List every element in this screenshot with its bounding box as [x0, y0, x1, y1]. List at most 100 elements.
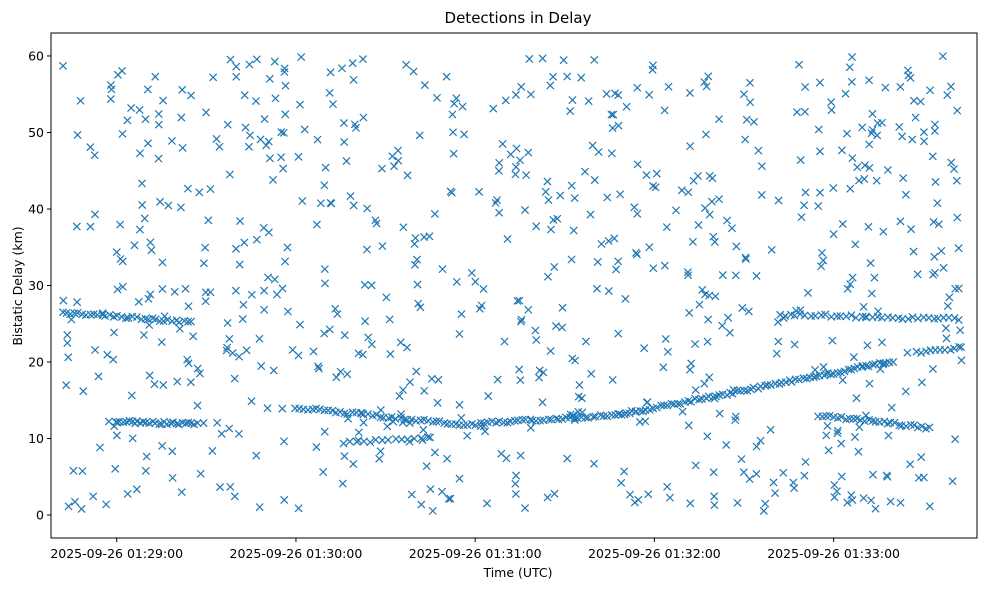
scatter-point — [294, 351, 303, 360]
scatter-point — [942, 334, 951, 343]
y-tick-label: 0 — [36, 508, 44, 523]
scatter-point — [604, 236, 613, 246]
scatter-point — [853, 163, 862, 172]
scatter-point — [398, 418, 407, 427]
scatter-point — [252, 235, 261, 244]
scatter-point — [277, 153, 286, 162]
scatter-point — [300, 125, 309, 134]
scatter-point — [929, 217, 938, 226]
scatter-point — [879, 227, 888, 236]
scatter-point — [848, 273, 857, 282]
scatter-point — [70, 497, 79, 506]
scatter-point — [360, 280, 369, 289]
scatter-point — [489, 104, 498, 113]
scatter-point — [195, 369, 204, 378]
scatter-point — [320, 181, 329, 190]
scatter-point — [683, 268, 692, 277]
scatter-point — [281, 81, 290, 90]
scatter-point — [827, 106, 836, 115]
scatter-point — [604, 287, 613, 296]
scatter-point — [259, 223, 268, 232]
scatter-point — [761, 499, 770, 508]
scatter-point — [270, 275, 279, 284]
scatter-point — [594, 147, 603, 156]
scatter-point — [873, 119, 882, 128]
scatter-point — [385, 315, 394, 324]
track-point — [384, 435, 393, 444]
scatter-point — [283, 243, 292, 252]
scatter-point — [517, 315, 526, 324]
scatter-point — [145, 320, 154, 330]
scatter-point — [648, 65, 657, 74]
scatter-point — [847, 77, 856, 86]
scatter-point — [867, 129, 876, 138]
scatter-point — [630, 203, 639, 212]
scatter-point — [154, 120, 163, 129]
scatter-point — [278, 284, 287, 293]
scatter-point — [271, 94, 280, 103]
scatter-point — [402, 60, 411, 69]
scatter-point — [602, 89, 611, 98]
scatter-point — [752, 271, 761, 280]
scatter-point — [234, 429, 243, 438]
scatter-point — [511, 90, 520, 99]
scatter-point — [861, 411, 871, 420]
scatter-point — [684, 421, 693, 430]
scatter-point — [866, 259, 875, 268]
scatter-point — [744, 307, 753, 316]
scatter-point — [90, 210, 100, 219]
scatter-point — [314, 364, 323, 373]
track-point — [424, 416, 433, 425]
scatter-point — [559, 56, 568, 65]
scatter-point — [544, 196, 553, 205]
scatter-point — [426, 485, 435, 494]
scatter-point — [819, 362, 828, 371]
scatter-point — [242, 346, 251, 355]
scatter-point — [64, 353, 73, 362]
scatter-point — [103, 350, 112, 359]
scatter-point — [338, 479, 347, 488]
scatter-point — [800, 107, 809, 116]
scatter-point — [633, 209, 642, 218]
track-point — [151, 315, 160, 324]
scatter-point — [398, 385, 408, 394]
scatter-point — [830, 493, 839, 502]
scatter-point — [280, 495, 289, 504]
scatter-point — [722, 440, 731, 449]
scatter-point — [754, 146, 763, 155]
scatter-point — [123, 116, 132, 125]
scatter-point — [569, 226, 578, 235]
scatter-point — [118, 129, 127, 138]
scatter-point — [209, 73, 218, 82]
track-point — [536, 416, 545, 425]
scatter-point — [72, 222, 81, 231]
scatter-point — [140, 214, 149, 223]
track-point — [906, 420, 915, 429]
scatter-point — [614, 91, 623, 100]
scatter-point — [851, 240, 860, 249]
track-point — [842, 312, 851, 321]
track-point — [432, 417, 441, 426]
scatter-point — [772, 349, 781, 358]
scatter-point — [691, 385, 700, 394]
scatter-point — [943, 301, 952, 311]
scatter-point — [208, 446, 217, 455]
scatter-point — [320, 265, 329, 274]
scatter-point — [707, 197, 716, 206]
scatter-point — [425, 232, 434, 241]
scatter-point — [710, 492, 719, 501]
scatter-point — [698, 285, 707, 294]
scatter-point — [849, 353, 858, 362]
scatter-point — [846, 280, 855, 289]
scatter-point — [739, 90, 748, 99]
scatter-point — [255, 503, 264, 512]
scatter-point — [691, 340, 700, 349]
scatter-point — [327, 199, 336, 208]
y-tick-label: 10 — [28, 431, 44, 446]
scatter-point — [882, 471, 891, 480]
track-point — [883, 419, 892, 428]
scatter-point — [222, 346, 231, 355]
track-point — [912, 347, 921, 356]
scatter-point — [644, 490, 653, 499]
scatter-point — [511, 489, 520, 498]
